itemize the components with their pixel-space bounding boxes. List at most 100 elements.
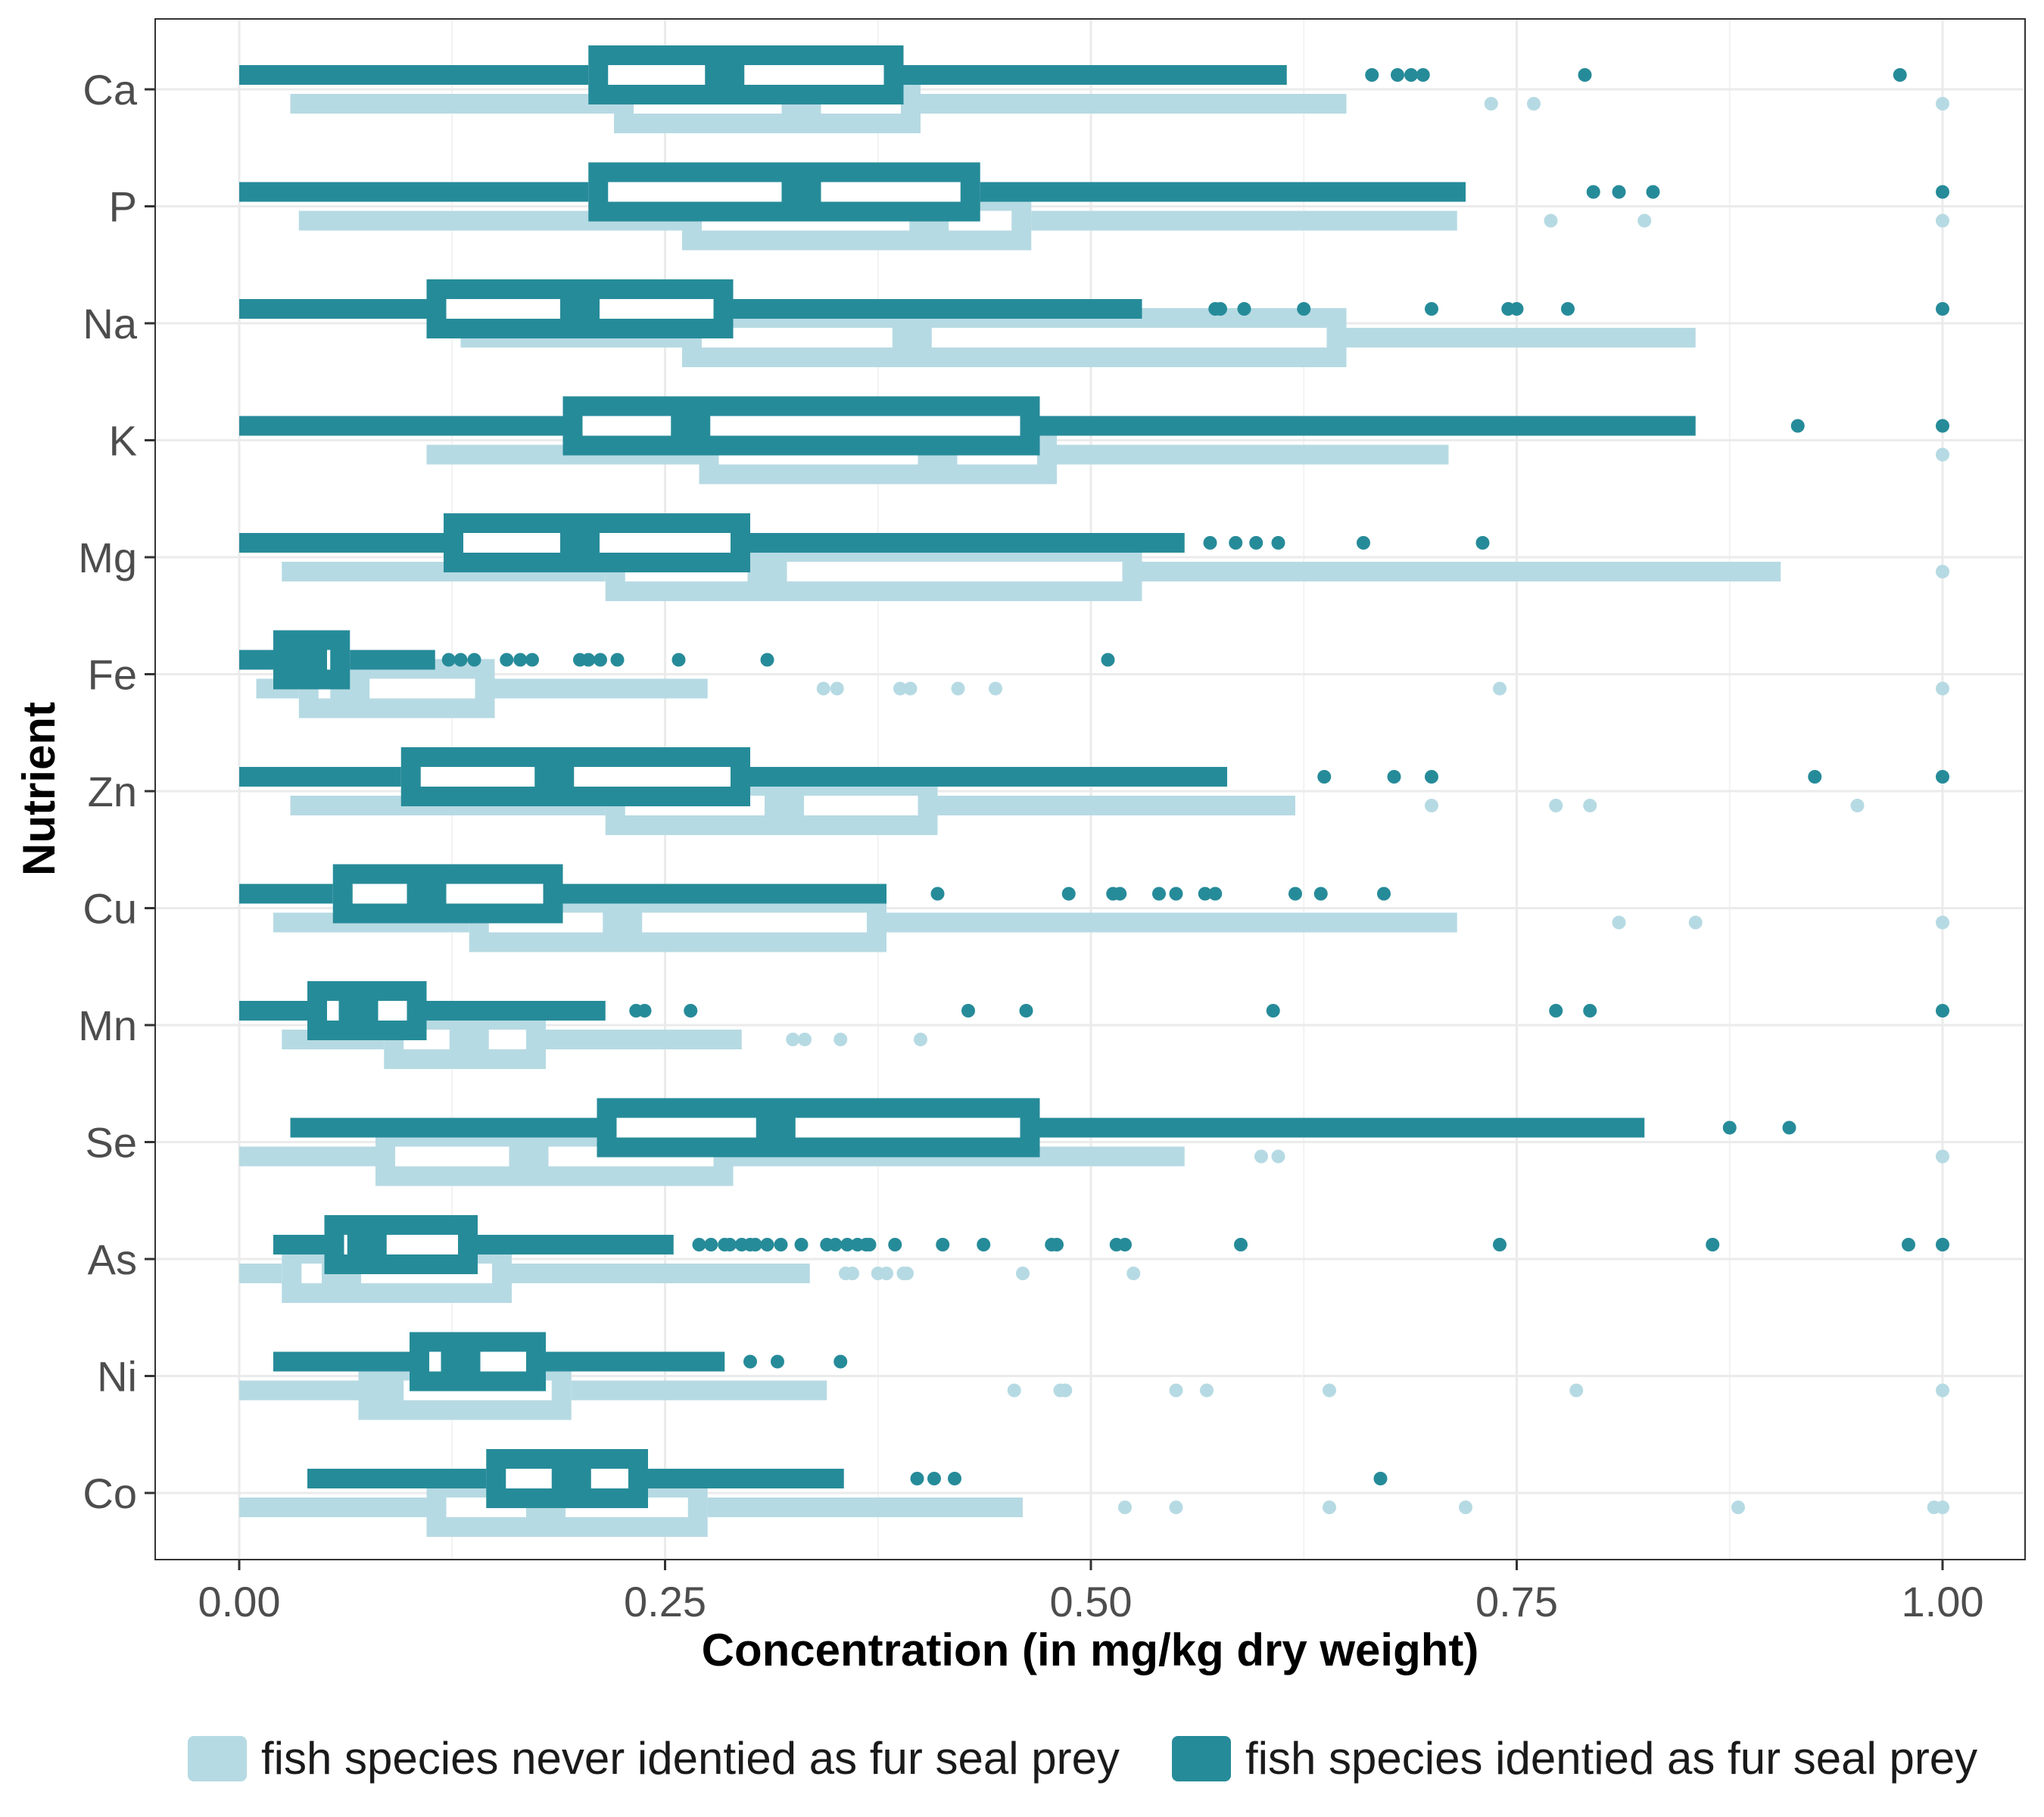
outlier-point (1561, 302, 1575, 316)
outlier-point (1475, 536, 1490, 550)
outlier-point (1288, 887, 1302, 901)
outlier-point (1612, 185, 1626, 199)
outlier-point (1323, 1501, 1336, 1514)
outlier-point (500, 653, 514, 667)
outlier-point (1425, 302, 1438, 316)
outlier-point (930, 887, 945, 901)
outlier-point (840, 1238, 855, 1251)
outlier-point (1936, 681, 1949, 696)
outlier-point (1936, 447, 1949, 462)
y-tick-label: K (109, 417, 137, 465)
iqr-box (588, 45, 904, 104)
outlier-point (1936, 915, 1949, 930)
outlier-point (1549, 1004, 1563, 1018)
legend-item-1: fish species identied as fur seal prey (1172, 1733, 1977, 1784)
outlier-point (453, 653, 468, 667)
outlier-point (1425, 770, 1438, 784)
outlier-point (1061, 887, 1076, 901)
outlier-point (880, 1267, 893, 1280)
outlier-point (1365, 68, 1379, 82)
outlier-point (1425, 799, 1438, 812)
box-mn-series-1 (239, 981, 1949, 1040)
outlier-point (774, 1238, 788, 1251)
outlier-point (1688, 915, 1703, 930)
outlier-point (1493, 1238, 1507, 1251)
outlier-point (1936, 1238, 1949, 1251)
outlier-point (1416, 68, 1430, 82)
outlier-point (948, 1472, 961, 1485)
outlier-point (1208, 887, 1223, 901)
outlier-point (525, 653, 539, 667)
outlier-point (910, 1472, 924, 1485)
outlier-point (1936, 1501, 1949, 1514)
outlier-point (951, 681, 965, 696)
y-tick-label: As (88, 1236, 137, 1283)
legend-key (1172, 1736, 1231, 1781)
outlier-point (1549, 799, 1563, 812)
x-axis-title: Concentration (in mg/kg dry weight) (702, 1625, 1479, 1675)
outlier-point (900, 1267, 914, 1280)
outlier-point (1936, 97, 1949, 111)
outlier-point (1936, 770, 1949, 784)
outlier-point (786, 1033, 800, 1046)
outlier-point (1357, 536, 1370, 550)
y-tick-label: Cu (83, 885, 137, 933)
outlier-point (1484, 97, 1498, 111)
x-tick-label: 1.00 (1902, 1578, 1984, 1625)
outlier-point (637, 1004, 652, 1018)
legend-label: fish species identied as fur seal prey (1245, 1733, 1977, 1784)
legend: fish species never identied as fur seal … (188, 1733, 1977, 1784)
box-zn-series-1 (239, 747, 1949, 806)
outlier-point (1200, 1383, 1214, 1398)
y-tick-label: Ni (97, 1353, 137, 1401)
x-axis: 0.00 0.25 0.50 0.75 1.00 (198, 1560, 1984, 1625)
outlier-point (1373, 1472, 1388, 1485)
outlier-point (1214, 302, 1227, 316)
outlier-point (1544, 213, 1558, 228)
outlier-point (1007, 1383, 1021, 1398)
outlier-point (1377, 887, 1391, 901)
outlier-point (704, 1238, 718, 1251)
outlier-point (1016, 1267, 1030, 1280)
y-tick-label: Mg (78, 534, 137, 581)
outlier-point (723, 1238, 737, 1251)
outlier-point (1271, 1149, 1285, 1164)
outlier-point (1323, 1383, 1336, 1398)
outlier-point (748, 1238, 762, 1251)
outlier-point (1782, 1120, 1796, 1135)
y-tick-label: Co (83, 1469, 137, 1517)
outlier-point (1936, 1383, 1949, 1398)
box-p-series-1 (239, 162, 1949, 222)
box-k-series-1 (239, 396, 1949, 456)
outlier-point (1237, 302, 1251, 316)
outlier-point (961, 1004, 975, 1018)
outlier-point (927, 1472, 941, 1485)
outlier-point (989, 681, 1002, 696)
box-ni-series-1 (273, 1332, 848, 1392)
outlier-point (1271, 536, 1285, 550)
outlier-point (903, 681, 918, 696)
outlier-point (771, 1354, 784, 1369)
outlier-point (1101, 653, 1115, 667)
outlier-point (743, 1354, 757, 1369)
outlier-point (1902, 1238, 1915, 1251)
outlier-point (914, 1033, 927, 1046)
iqr-box (562, 396, 1040, 456)
outlier-point (1050, 1238, 1064, 1251)
box-fe-series-1 (239, 630, 1115, 690)
x-tick-label: 0.50 (1050, 1578, 1133, 1625)
grid-lines (155, 19, 2025, 1560)
x-tick-label: 0.75 (1475, 1578, 1558, 1625)
y-axis: Ca P Na K Mg Fe Zn Cu Mn Se As Ni Co (78, 66, 155, 1517)
outlier-point (1019, 1004, 1033, 1018)
outlier-point (1313, 887, 1328, 901)
outlier-point (1790, 419, 1805, 433)
outlier-point (1722, 1120, 1737, 1135)
outlier-point (1578, 68, 1592, 82)
outlier-point (1203, 536, 1217, 550)
outlier-point (1169, 1501, 1183, 1514)
outlier-point (833, 1033, 848, 1046)
outlier-point (1387, 770, 1401, 784)
